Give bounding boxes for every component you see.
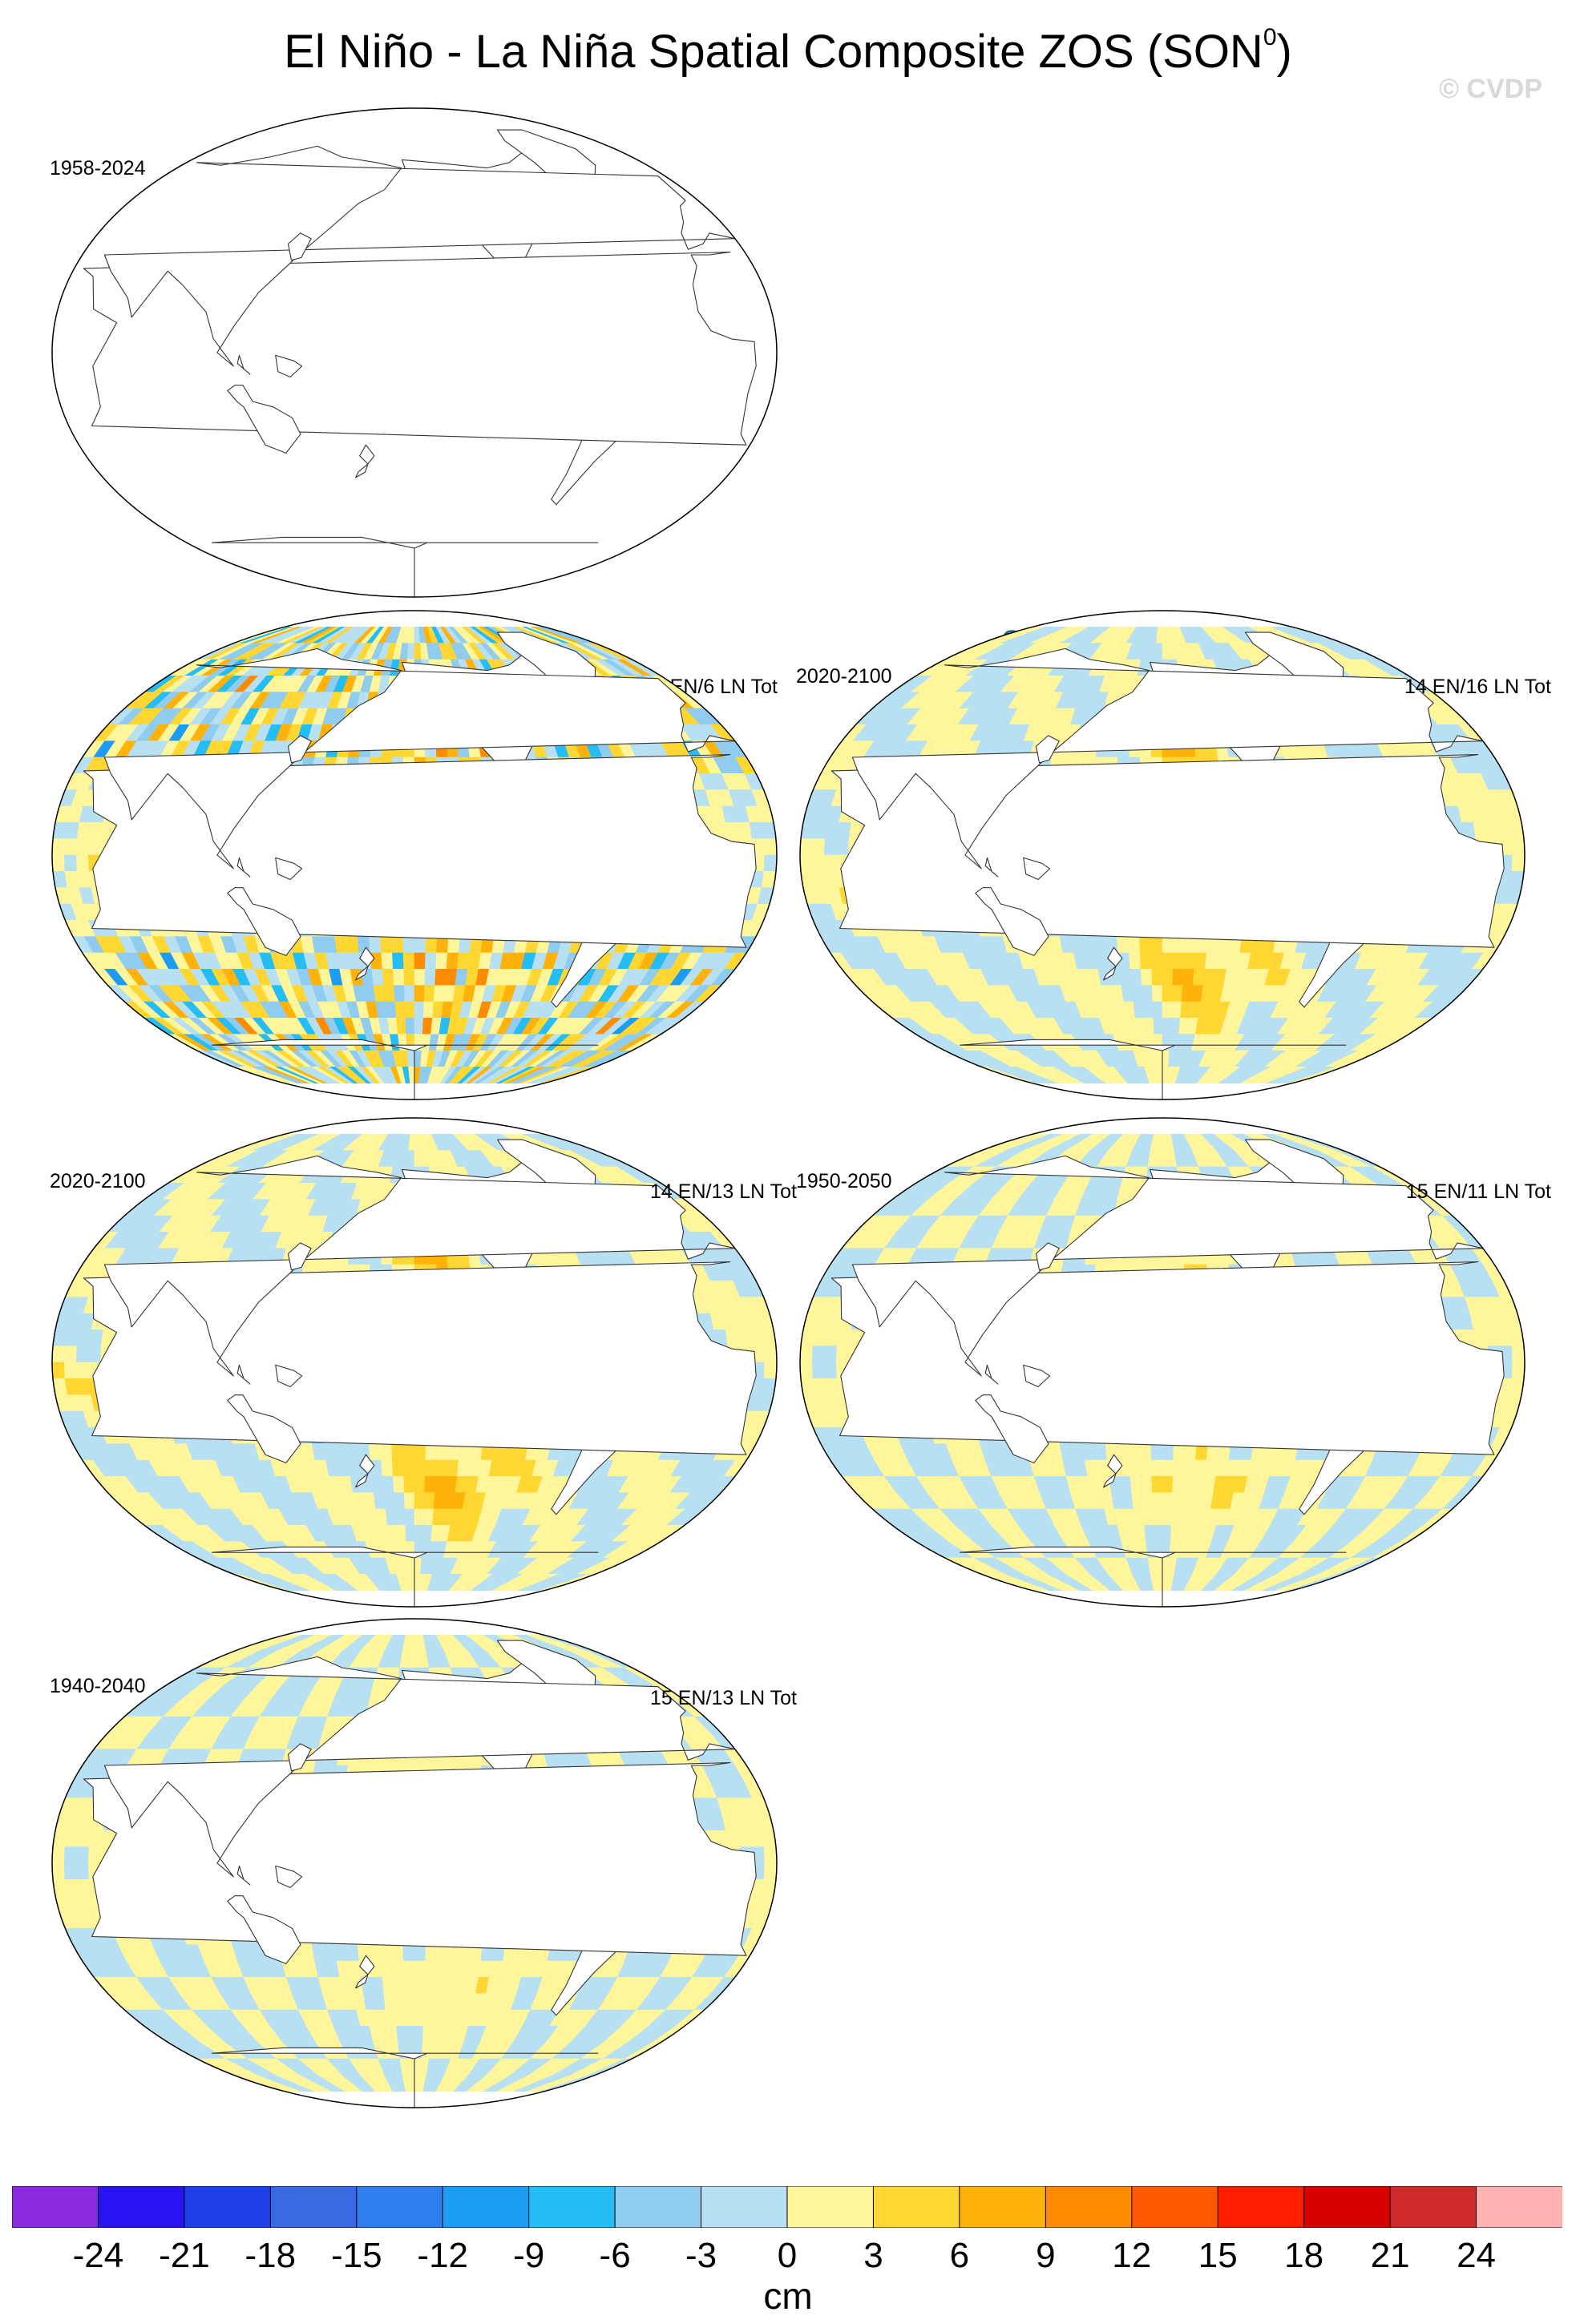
colorbar-tick-label: -24 bbox=[72, 2236, 124, 2275]
colorbar-unit: cm bbox=[763, 2275, 813, 2317]
panel-count-cesm2-lens-1191-010: 14 EN/13 LN Tot bbox=[650, 1180, 797, 1203]
colorbar-tick-label: -9 bbox=[513, 2236, 545, 2275]
colorbar-tick-label: 18 bbox=[1284, 2236, 1324, 2275]
colorbar-tick-label: 0 bbox=[777, 2236, 798, 2275]
colorbar-tick-label: -18 bbox=[244, 2236, 297, 2275]
panel-period-cesm2-lens-1171-009: 2020-2100 bbox=[796, 665, 892, 688]
colorbar-tick-label: 21 bbox=[1370, 2236, 1410, 2275]
colorbar-swatch bbox=[442, 2186, 530, 2228]
colorbar-tick-label: -21 bbox=[159, 2236, 210, 2275]
colorbar-swatch bbox=[872, 2186, 960, 2228]
colorbar-swatch bbox=[959, 2186, 1047, 2228]
map-panel-oras5-dsl bbox=[51, 107, 778, 598]
colorbar-tick-label: -12 bbox=[417, 2236, 469, 2275]
colorbar-swatch bbox=[1217, 2186, 1305, 2228]
colorbar-swatch bbox=[356, 2186, 444, 2228]
colorbar-swatch bbox=[1303, 2186, 1392, 2228]
map-panel-cesm2-lens-1171-009 bbox=[799, 610, 1525, 1100]
colorbar-tick-label: 12 bbox=[1112, 2236, 1152, 2275]
colorbar-tick-label: -15 bbox=[330, 2236, 382, 2275]
panel-period-oras5-dsl: 1958-2024 bbox=[50, 157, 146, 180]
colorbar-swatch bbox=[184, 2186, 272, 2228]
cvdp-watermark: © CVDP bbox=[1439, 74, 1542, 104]
colorbar-swatch bbox=[1389, 2186, 1477, 2228]
colorbar-swatch bbox=[12, 2186, 99, 2228]
colorbar-tick-label: 3 bbox=[863, 2236, 883, 2275]
panel-period-canesm5-r14i1p1f1: 1950-2050 bbox=[796, 1170, 892, 1192]
colorbar-swatch bbox=[97, 2186, 185, 2228]
panel-count-canesm5-r14i1p1f1-2: 15 EN/13 LN Tot bbox=[650, 1687, 797, 1709]
colorbar-swatch bbox=[614, 2186, 702, 2228]
colorbar-swatch bbox=[701, 2186, 788, 2228]
colorbar-tick-label: 15 bbox=[1198, 2236, 1238, 2275]
panel-count-canesm5-r14i1p1f1: 15 EN/11 LN Tot bbox=[1405, 1180, 1551, 1203]
colorbar-tick-label: 9 bbox=[1036, 2236, 1056, 2275]
colorbar-tick-label: -6 bbox=[599, 2236, 631, 2275]
map-panel-canesm5-r14i1p1f1 bbox=[799, 1117, 1525, 1608]
panel-count-cesm2-lens-1171-009: 14 EN/16 LN Tot bbox=[1404, 676, 1551, 698]
panel-period-canesm5-r14i1p1f1-2: 1940-2040 bbox=[50, 1675, 146, 1697]
colorbar bbox=[12, 2186, 1562, 2228]
figure-title: El Niño - La Niña Spatial Composite ZOS … bbox=[284, 24, 1292, 78]
colorbar-swatch bbox=[1045, 2186, 1133, 2228]
colorbar-swatch bbox=[1131, 2186, 1219, 2228]
panel-period-cesm2-lens-1191-010: 2020-2100 bbox=[50, 1170, 146, 1192]
colorbar-tick-label: 6 bbox=[949, 2236, 970, 2275]
colorbar-swatch bbox=[269, 2186, 358, 2228]
colorbar-tick-label: 24 bbox=[1457, 2236, 1497, 2275]
colorbar-swatch bbox=[786, 2186, 875, 2228]
map-panel-canesm5-r14i1p1f1-2 bbox=[51, 1618, 778, 2108]
map-panel-cesm2-lens-1191-010 bbox=[51, 1117, 778, 1608]
colorbar-swatch bbox=[528, 2186, 616, 2228]
map-panel-oras5-dsl-2 bbox=[51, 610, 778, 1100]
colorbar-swatch bbox=[1476, 2186, 1562, 2228]
colorbar-tick-label: -3 bbox=[685, 2236, 717, 2275]
